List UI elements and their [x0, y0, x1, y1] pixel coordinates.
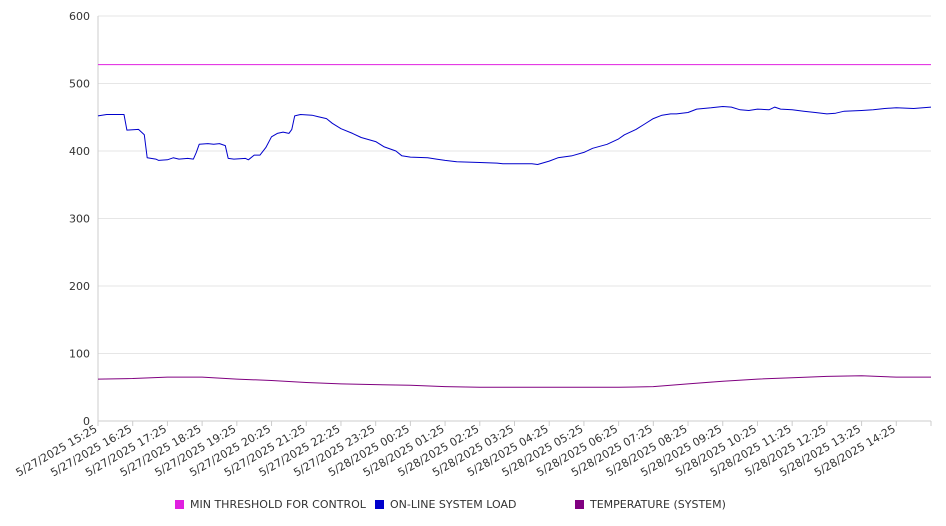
legend-label-min-threshold: MIN THRESHOLD FOR CONTROL [190, 498, 366, 511]
legend-item-temperature[interactable]: TEMPERATURE (SYSTEM) [575, 498, 726, 511]
legend-swatch-temperature [575, 500, 584, 509]
temperature-line [97, 375, 931, 388]
legend-label-system-load: ON-LINE SYSTEM LOAD [390, 498, 517, 511]
y-tick-label: 400 [69, 145, 90, 158]
legend-swatch-system-load [375, 500, 384, 509]
legend-item-min-threshold[interactable]: MIN THRESHOLD FOR CONTROL [175, 498, 366, 511]
y-tick-label: 100 [69, 348, 90, 361]
legend-swatch-min-threshold [175, 500, 184, 509]
y-tick-label: 200 [69, 280, 90, 293]
y-tick-label: 500 [69, 78, 90, 91]
system-load-line [97, 106, 932, 165]
legend-label-temperature: TEMPERATURE (SYSTEM) [590, 498, 726, 511]
y-gridlines [98, 15, 931, 354]
y-tick-label: 300 [69, 213, 90, 226]
y-tick-label: 600 [69, 10, 90, 23]
legend-item-system-load[interactable]: ON-LINE SYSTEM LOAD [375, 498, 516, 511]
legend: MIN THRESHOLD FOR CONTROL ON-LINE SYSTEM… [175, 498, 935, 514]
x-axis: 5/27/2025 15:255/27/2025 16:255/27/2025 … [14, 420, 932, 479]
y-axis: 0 100 200 300 400 500 600 [69, 10, 99, 428]
series-lines [97, 64, 932, 388]
y-tick-label: 0 [83, 415, 90, 428]
